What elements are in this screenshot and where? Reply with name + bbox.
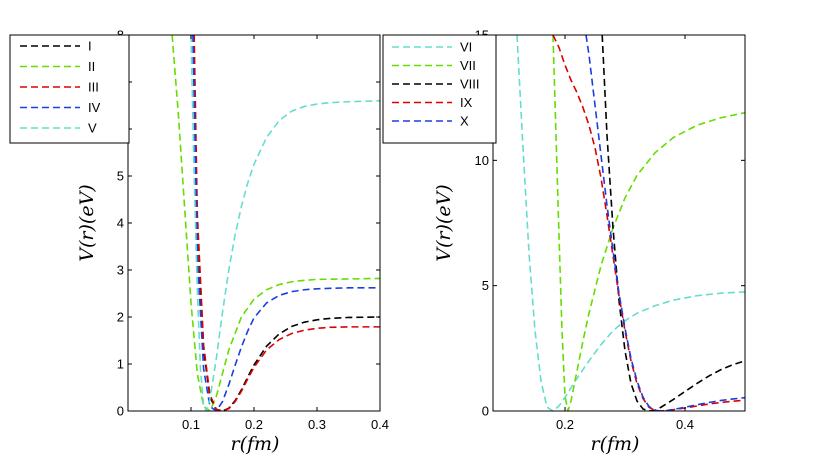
legend: VI VII VIII IX X — [382, 34, 497, 144]
axes-frame — [492, 34, 746, 412]
y-tick-label: 5 — [117, 169, 124, 184]
series-line-ii — [171, 35, 380, 411]
x-axis-label: r(fm) — [231, 433, 280, 455]
legend-box — [9, 34, 130, 144]
series-line-x — [585, 35, 745, 411]
y-tick-label: 1 — [117, 357, 124, 372]
legend-label-iv: IV — [88, 100, 101, 115]
y-tick-label: 4 — [117, 216, 124, 231]
x-tick-label: 0.2 — [245, 417, 263, 432]
series-line-iv — [192, 35, 380, 411]
legend-label-viii: VIII — [460, 77, 480, 92]
y-tick-label: 0 — [482, 404, 489, 419]
y-axis-label: V(r)(eV) — [433, 184, 455, 261]
y-axis-label: V(r)(eV) — [76, 184, 98, 261]
axes-frame — [127, 34, 381, 412]
y-tick-label: 0 — [117, 404, 124, 419]
y-tick-label: 3 — [117, 263, 124, 278]
legend-label-vii: VII — [460, 58, 476, 73]
series-line-vii — [552, 35, 745, 411]
x-tick-label: 0.4 — [371, 417, 389, 432]
legend-label-v: V — [88, 121, 97, 136]
series-line-v — [190, 35, 380, 411]
y-tick-label: 2 — [117, 310, 124, 325]
series-line-i — [192, 35, 380, 411]
legend-label-iii: III — [88, 80, 99, 95]
left-panel: 0.10.20.30.4012345678r(fm)V(r)(eV)IIIIII… — [9, 28, 389, 455]
series-line-viii — [601, 35, 745, 411]
series-line-vi — [516, 35, 745, 411]
y-tick-label: 10 — [475, 153, 489, 168]
legend-label-vi: VI — [460, 40, 472, 55]
x-tick-label: 0.2 — [556, 417, 574, 432]
series-line-iii — [193, 35, 380, 411]
x-tick-label: 0.3 — [308, 417, 326, 432]
legend-box — [382, 34, 497, 144]
legend-label-ix: IX — [460, 95, 473, 110]
legend-label-ii: II — [88, 59, 95, 74]
plot-area — [516, 35, 745, 411]
legend-label-x: X — [460, 114, 469, 129]
x-tick-label: 0.4 — [676, 417, 694, 432]
x-tick-label: 0.1 — [182, 417, 200, 432]
legend-label-i: I — [88, 39, 92, 54]
plot-area — [171, 35, 380, 411]
y-tick-label: 5 — [482, 278, 489, 293]
series-line-ix — [552, 35, 745, 411]
x-axis-label: r(fm) — [591, 433, 640, 455]
